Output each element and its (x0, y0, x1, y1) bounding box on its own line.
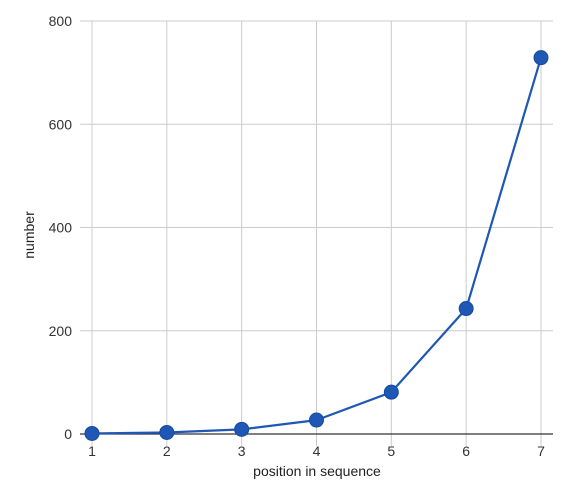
x-tick-label: 1 (88, 443, 96, 459)
data-point (159, 424, 175, 440)
x-tick-label: 2 (163, 443, 171, 459)
series-layer (84, 50, 549, 441)
x-tick-label: 5 (387, 443, 395, 459)
data-point (458, 301, 474, 317)
y-tick-label: 400 (49, 220, 73, 236)
x-tick-label: 7 (537, 443, 545, 459)
x-tick-label: 6 (462, 443, 470, 459)
x-tick-label: 3 (238, 443, 246, 459)
data-point (84, 425, 100, 441)
grid (80, 20, 553, 446)
x-axis-title: position in sequence (253, 463, 381, 479)
x-tick-label: 4 (313, 443, 321, 459)
y-tick-label: 800 (49, 13, 73, 29)
data-point (533, 50, 549, 66)
data-point (383, 384, 399, 400)
tick-labels: 0 200 400 600 800 1 2 3 4 5 6 7 (49, 13, 545, 459)
y-tick-label: 600 (49, 116, 73, 132)
data-point (234, 421, 250, 437)
data-point (309, 412, 324, 428)
y-tick-label: 200 (49, 323, 73, 339)
y-tick-label: 0 (64, 426, 72, 442)
y-axis-title: number (21, 211, 37, 259)
